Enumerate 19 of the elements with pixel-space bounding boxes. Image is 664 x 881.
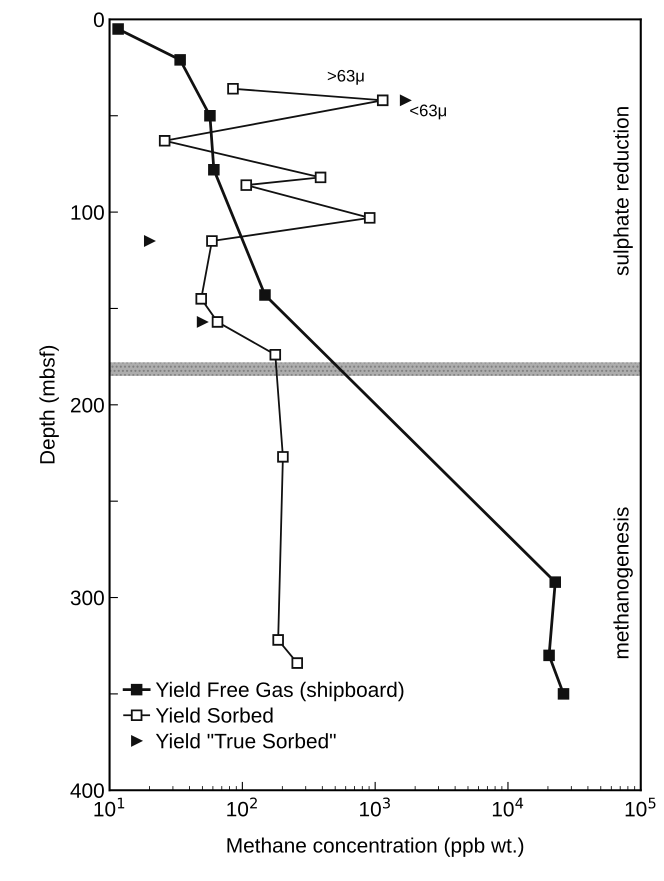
annotation: <63μ (410, 104, 446, 120)
y-tick-label: 0 (94, 12, 104, 28)
x-tick-label: 10$^{3}$ (360, 798, 390, 817)
x-tick-label: 10$^{2}$ (227, 798, 257, 817)
x-axis-title: Methane concentration (ppb wt.) (227, 837, 524, 857)
annotation: >63μ (328, 70, 364, 85)
x-tick-label: 10$^{4}$ (492, 798, 524, 817)
y-tick-label: 200 (70, 398, 104, 413)
annotation: methanogenesis (613, 507, 633, 658)
x-tick-label: 10$^{1}$ (94, 798, 124, 817)
y-tick-label: 300 (70, 590, 104, 606)
annotation: sulphate reduction (613, 107, 633, 276)
y-axis-title: Depth (mbsf) (39, 346, 59, 464)
y-tick-label: 400 (70, 783, 104, 798)
legend-label: Yield "True Sorbed" (156, 733, 336, 748)
y-tick-label: 100 (72, 205, 104, 220)
legend-label: Yield Free Gas (shipboard) (156, 682, 404, 702)
x-tick-label: 10$^{5}$ (626, 798, 656, 817)
legend-label: Yield Sorbed (156, 707, 273, 723)
